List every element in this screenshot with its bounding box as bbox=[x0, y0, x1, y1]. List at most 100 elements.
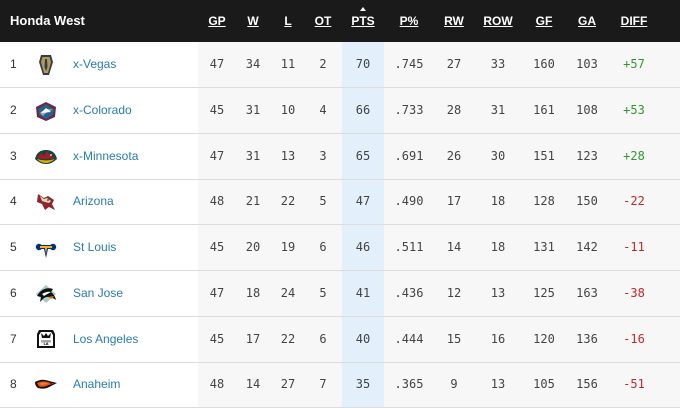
stat-gf: 161 bbox=[533, 102, 555, 117]
stat-gf: 131 bbox=[533, 240, 555, 254]
table-row: 3 x-Minnesota 47 31 13 3 65 .691 26 30 151 123 +28 bbox=[0, 134, 680, 180]
stat-rw: 27 bbox=[446, 57, 462, 71]
stat-diff: +57 bbox=[623, 57, 645, 71]
stat-diff: +28 bbox=[623, 148, 645, 163]
team-rank: 8 bbox=[10, 377, 17, 392]
stat-rw: 15 bbox=[446, 331, 462, 346]
stat-ot: 6 bbox=[319, 331, 327, 346]
team-name-link[interactable]: x-Minnesota bbox=[73, 148, 139, 163]
san-jose-sharks-logo[interactable] bbox=[34, 282, 58, 306]
table-row: 8 Anaheim 48 14 27 7 35 .365 9 13 105 156 -51 bbox=[0, 362, 680, 408]
stat-rw: 17 bbox=[446, 194, 462, 209]
stat-pts: 47 bbox=[355, 194, 371, 209]
team-name-link[interactable]: St Louis bbox=[73, 240, 117, 254]
table-row: 2 x-Colorado 45 31 10 4 66 .733 28 31 161 108 +53 bbox=[0, 88, 680, 134]
stat-pct: .436 bbox=[394, 285, 424, 300]
stat-ot: 7 bbox=[319, 377, 327, 392]
col-header-pts-label: PTS bbox=[351, 14, 375, 28]
table-row: 7 LA Los Angeles 45 17 22 6 40 .444 15 16 120 136 -16 bbox=[0, 317, 680, 363]
stat-pts: 35 bbox=[355, 377, 371, 392]
stat-gf: 120 bbox=[533, 331, 555, 346]
arizona-coyotes-logo[interactable] bbox=[34, 190, 58, 214]
stat-l: 10 bbox=[280, 102, 296, 117]
stat-l: 11 bbox=[280, 57, 296, 71]
stat-w: 20 bbox=[245, 240, 261, 254]
col-header-pts[interactable]: PTS bbox=[349, 0, 377, 42]
team-name-link[interactable]: x-Vegas bbox=[73, 57, 117, 71]
stat-gf: 160 bbox=[533, 57, 555, 71]
stat-pct: .745 bbox=[394, 57, 424, 71]
stat-l: 13 bbox=[280, 148, 296, 163]
stat-w: 14 bbox=[245, 377, 261, 392]
stat-ot: 4 bbox=[319, 102, 327, 117]
col-header-gp[interactable]: GP bbox=[208, 14, 226, 28]
stat-ga: 150 bbox=[576, 194, 598, 209]
division-title: Honda West bbox=[10, 13, 85, 28]
col-header-row[interactable]: ROW bbox=[483, 14, 513, 28]
team-name-link[interactable]: San Jose bbox=[73, 285, 124, 300]
stat-diff: -38 bbox=[623, 285, 645, 300]
col-header-ga[interactable]: GA bbox=[578, 14, 596, 28]
stat-row: 16 bbox=[490, 331, 506, 346]
stat-gf: 151 bbox=[533, 148, 555, 163]
stat-pct: .365 bbox=[394, 377, 424, 392]
stat-pts: 41 bbox=[355, 285, 371, 300]
col-header-gf[interactable]: GF bbox=[535, 14, 553, 28]
stat-ot: 5 bbox=[319, 285, 327, 300]
minnesota-wild-logo[interactable] bbox=[34, 145, 58, 169]
col-header-ot[interactable]: OT bbox=[314, 14, 332, 28]
col-header-rw[interactable]: RW bbox=[444, 14, 464, 28]
st-louis-blues-logo[interactable] bbox=[34, 236, 58, 260]
stat-ga: 103 bbox=[576, 57, 598, 71]
stat-pct: .490 bbox=[394, 194, 424, 209]
team-name-link[interactable]: x-Colorado bbox=[73, 102, 132, 117]
vegas-golden-knights-logo[interactable] bbox=[34, 53, 58, 77]
los-angeles-kings-logo[interactable]: LA bbox=[34, 328, 58, 352]
stat-gf: 125 bbox=[533, 285, 555, 300]
stat-pts: 66 bbox=[355, 102, 371, 117]
col-header-diff[interactable]: DIFF bbox=[620, 14, 648, 28]
stat-row: 31 bbox=[490, 102, 506, 117]
stat-gp: 47 bbox=[209, 148, 225, 163]
anaheim-ducks-logo[interactable] bbox=[34, 373, 58, 397]
team-rank: 2 bbox=[10, 102, 17, 117]
colorado-avalanche-logo[interactable] bbox=[34, 99, 58, 123]
stat-ga: 123 bbox=[576, 148, 598, 163]
team-name-link[interactable]: Arizona bbox=[73, 194, 114, 209]
stat-ot: 2 bbox=[319, 57, 327, 71]
stat-gf: 105 bbox=[533, 377, 555, 392]
stat-l: 22 bbox=[280, 331, 296, 346]
stat-row: 18 bbox=[490, 194, 506, 209]
team-name-link[interactable]: Anaheim bbox=[73, 377, 121, 392]
stat-ga: 142 bbox=[576, 240, 598, 254]
stat-w: 17 bbox=[245, 331, 261, 346]
stat-rw: 26 bbox=[446, 148, 462, 163]
team-name-link[interactable]: Los Angeles bbox=[73, 331, 139, 346]
col-header-l[interactable]: L bbox=[284, 14, 292, 28]
stat-diff: -11 bbox=[623, 240, 645, 254]
table-row: 4 Arizona 48 21 22 5 47 .490 17 18 128 150 -22 bbox=[0, 179, 680, 226]
stat-rw: 9 bbox=[450, 377, 458, 392]
stat-rw: 28 bbox=[446, 102, 462, 117]
team-rank: 3 bbox=[10, 148, 17, 163]
stat-ga: 136 bbox=[576, 331, 598, 346]
stat-ot: 6 bbox=[319, 240, 327, 254]
col-header-w[interactable]: W bbox=[247, 14, 259, 28]
table-header: Honda West GP W L OT PTS P% RW ROW GF GA… bbox=[0, 0, 680, 42]
team-rank: 1 bbox=[10, 57, 17, 71]
stat-rw: 12 bbox=[446, 285, 462, 300]
stat-gp: 47 bbox=[209, 285, 225, 300]
stat-w: 34 bbox=[245, 57, 261, 71]
stat-l: 27 bbox=[280, 377, 296, 392]
col-header-pct[interactable]: P% bbox=[399, 14, 419, 28]
stat-row: 13 bbox=[490, 285, 506, 300]
stat-diff: -16 bbox=[623, 331, 645, 346]
stat-row: 30 bbox=[490, 148, 506, 163]
stat-diff: +53 bbox=[623, 102, 645, 117]
stat-l: 19 bbox=[280, 240, 296, 254]
stat-pts: 70 bbox=[355, 57, 371, 71]
stat-ot: 5 bbox=[319, 194, 327, 209]
stat-gp: 48 bbox=[209, 377, 225, 392]
stat-gp: 48 bbox=[209, 194, 225, 209]
